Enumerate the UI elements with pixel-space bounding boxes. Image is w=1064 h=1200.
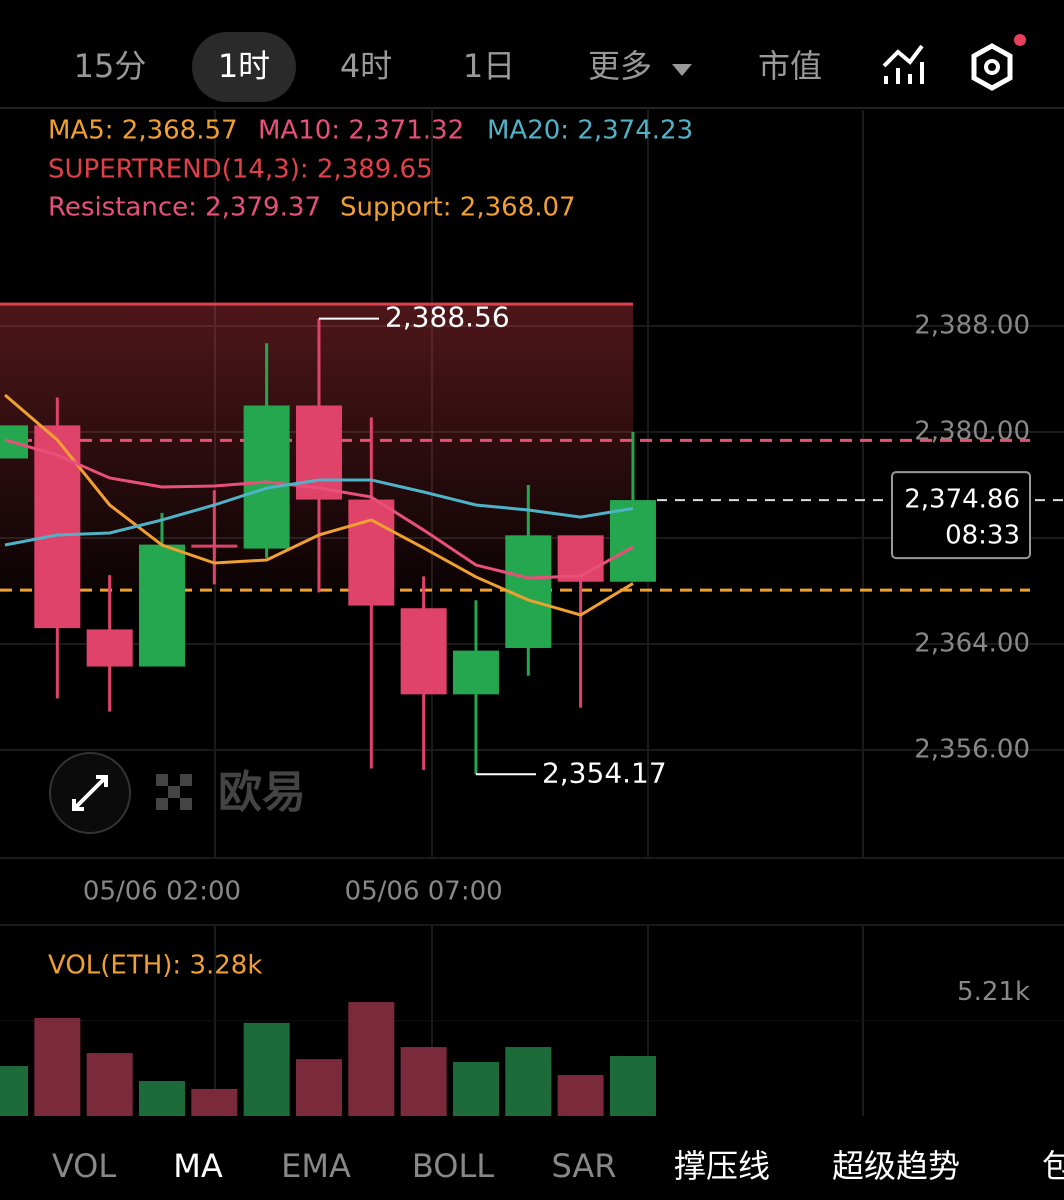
settings-hexagon [971,43,1013,91]
level-label: SUPERTREND(14,3): 2,389.65 [48,155,433,185]
y-tick-label: 2,388.00 [914,310,1030,340]
candle-body [348,499,395,606]
volume-tick-label: 5.21k [957,977,1030,1007]
annotation-label: 2,354.17 [542,756,667,789]
indicator-tab[interactable]: MA [173,1147,223,1185]
candle-body [400,608,447,695]
watermark: 欧易 [218,767,306,818]
candle-body [557,535,604,582]
volume-bar [400,1047,447,1116]
logo-square [180,774,192,786]
volume-bar [295,1059,342,1116]
indicator-tab[interactable]: EMA [281,1147,351,1185]
volume-bar [557,1075,604,1116]
header-tab[interactable]: 15分 [74,47,147,85]
candle-body [295,405,342,500]
expand-arrows [72,775,108,811]
settings-icon[interactable] [971,34,1026,91]
volume-legend: VOL(ETH): 3.28k [48,951,262,981]
logo-square [180,798,192,810]
candle-body [86,629,133,667]
ma-line [4,438,634,580]
price-box-value: 2,374.86 [904,485,1020,515]
candle-body [138,544,185,667]
active-tab-pill [192,32,296,102]
logo-square [156,798,168,810]
x-tick-label: 05/06 02:00 [83,877,241,907]
candle-body [452,650,499,695]
settings-dot [984,59,1000,75]
candle-body [191,544,238,548]
candle-body [243,405,290,549]
volume-bar [191,1088,238,1116]
candle-body [609,500,656,582]
ma-line [4,393,634,617]
volume-bar [34,1017,81,1116]
header-tab[interactable]: 4时 [340,47,392,85]
price-box [891,471,1031,560]
chart-icon[interactable] [882,44,924,84]
volume-bar [243,1022,290,1116]
y-tick-label: 2,356.00 [914,735,1030,765]
logo-square [168,786,180,798]
level-label: Resistance: 2,379.37 [48,193,321,223]
legend-entry: MA10: 2,371.32 [258,116,464,146]
legend-entry: MA20: 2,374.23 [487,116,693,146]
volume-bar [86,1053,133,1116]
header-tab[interactable]: 1日 [463,47,515,85]
volume-bar [348,1002,395,1116]
indicator-tab[interactable]: 撑压线 [674,1147,770,1185]
y-tick-label: 2,380.00 [914,416,1030,446]
indicator-tab[interactable]: 超级趋势 [832,1147,960,1185]
dropdown-arrow [672,64,692,76]
ma-line [4,478,634,547]
expand-button[interactable] [49,752,131,834]
chart-area: 15分 1时 4时 1日 更多 市值 VOL MA EMA BOLL SAR 撑压线 超级趋势 包络线 2,… [0,47,1064,1185]
level-label: Support: 2,368.07 [340,193,576,223]
volume-bar [609,1056,656,1116]
indicator-tab[interactable]: VOL [52,1147,117,1185]
volume-bar [452,1062,499,1116]
x-tick-label: 05/06 07:00 [345,877,503,907]
price-box-countdown: 08:33 [945,521,1020,551]
volume-bar [138,1081,185,1116]
watermark-logo [156,774,192,810]
notification-dot [1014,34,1026,46]
volume-bar [0,1066,28,1116]
header-tab[interactable]: 更多 [588,47,652,85]
y-tick-label: 2,364.00 [914,629,1030,659]
indicator-tab[interactable]: SAR [551,1147,616,1185]
chart-icon-line [882,44,924,68]
legend-entry: MA5: 2,368.57 [48,116,238,146]
header-tab[interactable]: 1时 [218,47,270,85]
volume-bar [505,1047,552,1116]
indicator-tab[interactable]: 包络线 [1042,1147,1064,1185]
logo-square [156,774,168,786]
indicator-tab[interactable]: BOLL [412,1147,494,1185]
header-tab[interactable]: 市值 [758,47,822,85]
annotation-label: 2,388.56 [385,301,510,334]
